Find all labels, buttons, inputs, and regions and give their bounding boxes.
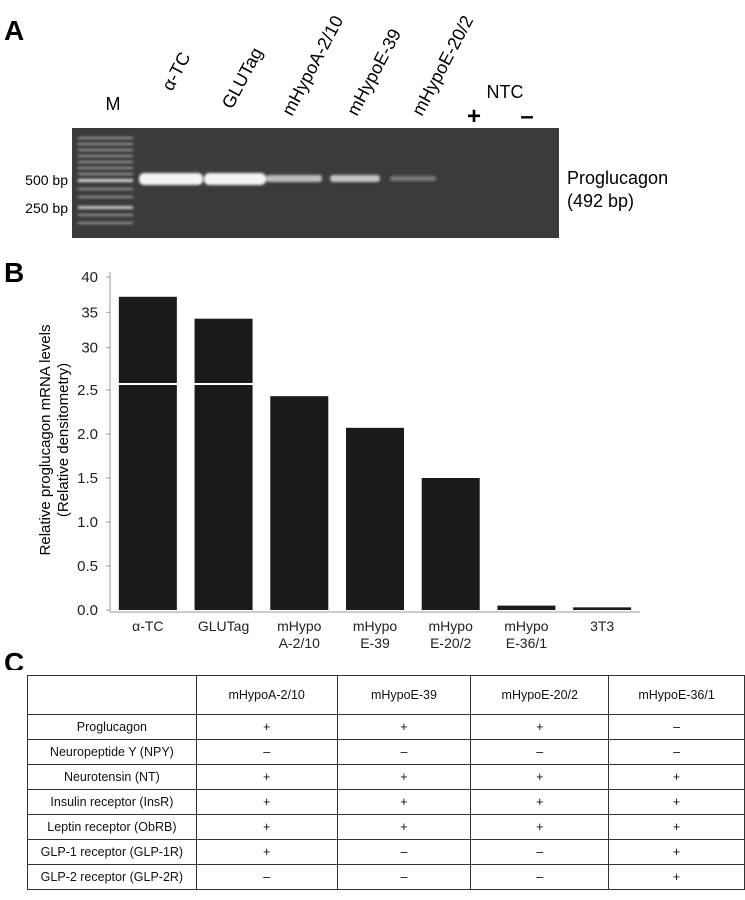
table-cell: –	[195, 864, 338, 890]
table-cell: +	[470, 814, 610, 840]
lane-label: mHypoE-39	[343, 26, 405, 119]
x-tick-label: GLUTag	[197, 618, 250, 634]
x-tick-label: mHypo A-2/10	[277, 618, 322, 651]
row-label: Neuropeptide Y (NPY)	[27, 739, 197, 765]
y-tick-label: 0.0	[77, 602, 98, 619]
lane-label: mHypoA-2/10	[278, 12, 347, 119]
figure-svg: A M α-TC GLUTag mHypoA-2/10 mHypoE-39 mH…	[4, 12, 668, 670]
table-cell: +	[336, 714, 472, 740]
table-cell: –	[195, 739, 338, 765]
size-marker: 250 bp	[25, 200, 68, 216]
x-tick-label: mHypo E-20/2	[428, 618, 473, 651]
ntc-lane: +	[467, 103, 481, 130]
gel-bands	[78, 137, 436, 224]
table-cell: –	[470, 739, 610, 765]
table-cell: +	[195, 764, 338, 790]
table-row: GLP-1 receptor (GLP-1R) + – – +	[27, 839, 745, 865]
y-tick-label: 2.5	[77, 382, 98, 399]
table-cell: –	[470, 839, 610, 865]
band-label: Proglucagon	[567, 168, 668, 188]
y-tick-label: 30	[81, 340, 98, 357]
expression-table: mHypoA-2/10 mHypoE-39 mHypoE-20/2 mHypoE-36…	[27, 675, 745, 890]
y-tick-label: 0.5	[77, 558, 98, 575]
bar	[421, 478, 480, 610]
y-tick-label: 35	[81, 304, 98, 321]
table-cell: +	[195, 839, 338, 865]
row-label: Insulin receptor (InsR)	[27, 789, 197, 815]
panel-label: A	[4, 15, 24, 46]
y-tick-label: 1.5	[77, 470, 98, 487]
header-cell	[27, 675, 197, 715]
table-cell: +	[336, 789, 472, 815]
row-label: GLP-2 receptor (GLP-2R)	[27, 864, 197, 890]
table-cell: –	[608, 739, 745, 765]
lane-label: α-TC	[158, 49, 195, 94]
table-row: Insulin receptor (InsR) + + + +	[27, 789, 745, 815]
bar	[497, 605, 556, 610]
table-cell: +	[608, 789, 745, 815]
table-cell: +	[470, 764, 610, 790]
size-marker: 500 bp	[25, 172, 68, 188]
table-cell: +	[336, 814, 472, 840]
table-cell: +	[608, 839, 745, 865]
table-cell: +	[470, 714, 610, 740]
table-cell: +	[195, 789, 338, 815]
x-tick-label: 3T3	[590, 618, 615, 634]
row-label: Proglucagon	[27, 714, 197, 740]
table-cell: –	[336, 739, 472, 765]
ntc-label: NTC	[487, 82, 524, 102]
x-tick-label: mHypo E-36/1	[504, 618, 549, 651]
table-cell: +	[608, 864, 745, 890]
bar-upper-part	[118, 296, 177, 383]
bar	[270, 396, 329, 610]
x-tick-label: mHypo E-39	[352, 618, 398, 651]
header-cell: mHypoE-20/2	[470, 675, 610, 715]
header-cell: mHypoA-2/10	[195, 675, 338, 715]
lane-label: M	[106, 94, 121, 114]
panel-label: C	[4, 647, 24, 670]
row-label: Leptin receptor (ObRB)	[27, 814, 197, 840]
row-label: Neurotensin (NT)	[27, 764, 197, 790]
y-axis-label: Relative proglucagon mRNA levels	[37, 325, 54, 556]
table-row: Leptin receptor (ObRB) + + + +	[27, 814, 745, 840]
table-cell: –	[470, 864, 610, 890]
bar	[573, 607, 632, 610]
table-cell: +	[608, 814, 745, 840]
table-cell: +	[470, 789, 610, 815]
y-tick-label: 1.0	[77, 514, 98, 531]
bar-lower-part	[118, 385, 177, 610]
bar-upper-part	[194, 318, 253, 383]
table-cell: +	[336, 764, 472, 790]
table-cell: –	[336, 839, 472, 865]
y-tick-label: 40	[81, 269, 98, 286]
header-row: mHypoA-2/10 mHypoE-39 mHypoE-20/2 mHypoE-36…	[27, 675, 745, 715]
band-label: (492 bp)	[567, 191, 634, 211]
table-row: Proglucagon + + + –	[27, 714, 745, 740]
ntc-lane: –	[520, 103, 533, 130]
table-row: Neuropeptide Y (NPY) – – – –	[27, 739, 745, 765]
table-cell: –	[336, 864, 472, 890]
table-row: GLP-2 receptor (GLP-2R) – – – +	[27, 864, 745, 890]
y-axis-label: (Relative densitometry)	[55, 363, 72, 517]
row-label: GLP-1 receptor (GLP-1R)	[27, 839, 197, 865]
table-cell: –	[608, 714, 745, 740]
header-cell: mHypoE-36/1	[608, 675, 745, 715]
y-tick-label: 2.0	[77, 426, 98, 443]
bar	[346, 427, 404, 610]
header-cell: mHypoE-39	[336, 675, 472, 715]
table-cell: +	[608, 764, 745, 790]
panel-label: B	[4, 257, 24, 288]
bar-lower-part	[194, 385, 253, 610]
x-tick-label: α-TC	[132, 618, 164, 634]
lane-label: GLUTag	[218, 44, 267, 112]
table-row: Neurotensin (NT) + + + +	[27, 764, 745, 790]
table-cell: +	[195, 714, 338, 740]
table-cell: +	[195, 814, 338, 840]
